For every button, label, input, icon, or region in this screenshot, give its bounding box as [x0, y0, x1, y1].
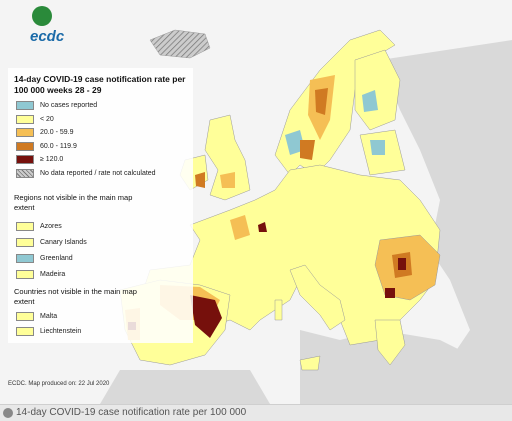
italy: [289, 264, 346, 331]
legend-label: Liechtenstein: [40, 328, 82, 335]
legend-swatch: [16, 254, 34, 263]
info-icon: [3, 408, 13, 418]
map: [0, 0, 512, 404]
non-eu-land: [380, 40, 512, 404]
sicily: [299, 355, 321, 371]
uk-region: [220, 172, 235, 188]
caption-bar: 14-day COVID-19 case notification rate p…: [0, 404, 512, 421]
baltic-region: [370, 140, 385, 155]
uk: [204, 114, 251, 201]
legend-label: ≥ 120.0: [40, 156, 64, 163]
bulgaria-hotspot: [385, 288, 395, 298]
legend-panel: [8, 68, 193, 343]
legend-swatch: [16, 270, 34, 279]
legend-swatch: [16, 312, 34, 321]
north-africa: [100, 370, 270, 404]
legend-title: 14-day COVID-19 case notification rate p…: [14, 74, 186, 95]
finland-region: [362, 90, 378, 112]
legend-swatch: [16, 141, 34, 151]
legend-label: Canary Islands: [40, 239, 87, 246]
footer: ECDC. Map produced on: 22 Jul 2020: [8, 381, 110, 387]
section-header: Regions not visible in the main map exte…: [14, 193, 133, 212]
legend-swatch: [16, 155, 34, 164]
ireland-region: [195, 172, 205, 188]
romania-hotspot: [398, 258, 406, 270]
iceland: [149, 29, 211, 59]
legend-swatch: [16, 238, 34, 247]
legend-label: 20.0 - 59.9: [40, 129, 74, 136]
legend-label: No cases reported: [40, 102, 98, 109]
greece: [374, 319, 406, 366]
legend-swatch: [16, 222, 34, 231]
legend-label: Greenland: [40, 255, 73, 262]
legend-label: Azores: [40, 223, 62, 230]
benelux-region: [230, 215, 250, 240]
legend-swatch: [16, 327, 34, 336]
section-header: Countries not visible in the main map ex…: [14, 287, 137, 306]
non-eu-land: [300, 330, 512, 404]
logo: ecdc: [30, 28, 65, 45]
spain-hotspot: [190, 295, 222, 338]
legend-label: No data reported / rate not calculated: [40, 169, 156, 177]
sweden-south: [300, 140, 315, 160]
caption: 14-day COVID-19 case notification rate p…: [16, 407, 247, 418]
sardinia: [274, 299, 283, 321]
legend-label: Malta: [40, 313, 58, 320]
legend-swatch: [16, 128, 34, 137]
legend-label: Madeira: [40, 271, 66, 278]
legend-label: < 20: [40, 115, 54, 123]
legend-label: 60.0 - 119.9: [40, 142, 77, 150]
legend-swatch: [16, 168, 34, 178]
logo-globe: [32, 6, 52, 26]
luxembourg: [258, 222, 267, 232]
legend-swatch: [16, 114, 34, 124]
sweden-region: [315, 88, 328, 115]
legend-swatch: [16, 101, 34, 110]
